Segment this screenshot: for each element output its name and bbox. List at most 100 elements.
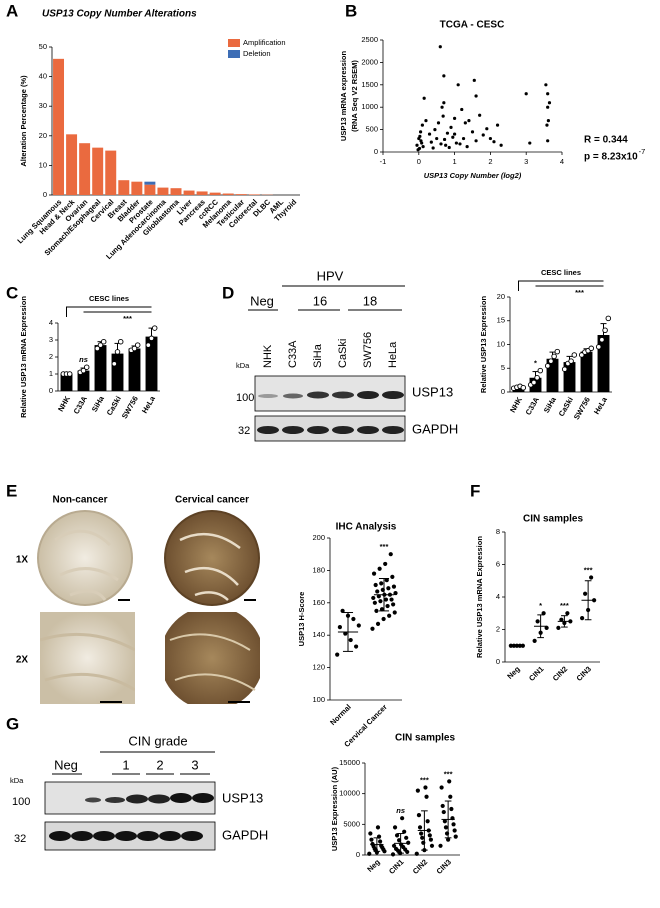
panel-letter: C <box>6 283 18 302</box>
blot-group: HPV <box>317 268 344 283</box>
x-tick-label: CIN3 <box>574 664 592 682</box>
data-point <box>571 352 578 358</box>
band <box>137 831 159 841</box>
y-tick-label: 0 <box>501 387 505 396</box>
data-point <box>588 345 595 352</box>
y-tick-label: 4 <box>49 318 53 327</box>
x-tick-label: 0 <box>417 157 421 166</box>
band <box>307 426 329 434</box>
y-tick-label: 160 <box>312 598 325 607</box>
panel-letter: D <box>222 283 234 302</box>
y-tick-label: 3 <box>49 335 53 344</box>
bar <box>105 150 117 195</box>
y-tick-label: 6 <box>496 559 500 568</box>
y-axis-label: (RNA Seq V2 RSEM) <box>350 60 359 132</box>
data-point <box>428 837 433 842</box>
x-tick-label: SiHa <box>542 395 559 415</box>
band <box>332 391 354 399</box>
y-axis-label: Relative USP13 mRNA Expression <box>19 296 28 418</box>
panel-letter: G <box>6 714 19 733</box>
data-point <box>371 595 376 601</box>
data-point <box>551 353 557 360</box>
data-point <box>378 839 383 844</box>
lane-label: 3 <box>191 757 198 772</box>
data-point <box>376 594 381 599</box>
band <box>105 797 125 803</box>
bar <box>79 143 91 195</box>
data-point <box>371 571 377 576</box>
data-point <box>453 116 457 120</box>
y-tick-label: 0 <box>374 147 378 156</box>
x-tick-label: 2 <box>488 157 492 166</box>
y-tick-label: 500 <box>365 125 378 134</box>
marker-label: 100 <box>12 796 30 808</box>
protein-label: GAPDH <box>412 421 458 436</box>
data-point <box>561 366 568 372</box>
row-label: 2X <box>16 655 29 666</box>
bar <box>209 192 221 195</box>
bar <box>92 147 104 195</box>
data-point <box>415 143 419 147</box>
bar <box>597 335 610 392</box>
data-point <box>556 625 561 630</box>
data-point <box>451 822 456 827</box>
bar <box>53 58 65 196</box>
bar <box>94 345 107 391</box>
data-point <box>419 139 423 143</box>
data-point <box>559 617 564 622</box>
data-point <box>393 846 399 851</box>
y-tick-label: 2500 <box>361 35 378 44</box>
bar <box>183 190 195 195</box>
band <box>357 391 379 399</box>
data-point <box>134 342 141 348</box>
data-point <box>436 121 441 125</box>
data-point <box>465 145 469 149</box>
protein-label: USP13 <box>222 790 263 805</box>
y-tick-label: 2 <box>496 624 500 633</box>
data-point <box>470 130 475 134</box>
lane-label: Neg <box>54 757 78 772</box>
data-point <box>481 133 485 137</box>
data-point <box>440 105 444 109</box>
data-point <box>425 819 430 824</box>
data-point <box>390 852 396 857</box>
blot-image <box>254 375 406 412</box>
data-point <box>546 139 550 143</box>
data-point <box>384 578 389 583</box>
data-point <box>438 843 443 848</box>
bar <box>512 387 525 392</box>
x-tick-label: NHK <box>56 394 72 413</box>
y-tick-label: 0 <box>43 190 47 199</box>
bar <box>546 358 559 392</box>
data-point <box>524 92 528 96</box>
bar <box>235 194 247 195</box>
panel-letter: A <box>6 1 18 20</box>
data-point <box>416 813 422 818</box>
bar <box>118 180 130 195</box>
data-point <box>449 806 454 812</box>
data-point <box>548 358 554 364</box>
x-tick-label: 4 <box>560 157 564 166</box>
y-tick-label: 120 <box>312 663 325 672</box>
data-point <box>417 825 423 830</box>
y-axis-label: USP13 mRNA expression <box>339 51 348 142</box>
data-point <box>447 779 452 784</box>
significance: *** <box>380 542 389 551</box>
significance: *** <box>420 776 429 785</box>
bar <box>145 336 158 391</box>
kda-label: kDa <box>236 361 250 370</box>
data-point <box>546 105 550 109</box>
data-point <box>441 114 445 118</box>
significance: * <box>534 359 537 368</box>
row-label: 1X <box>16 555 29 566</box>
band <box>332 426 354 434</box>
y-axis-label: Alteration Percentage (%) <box>19 75 28 167</box>
data-point <box>520 384 527 391</box>
band <box>192 793 214 803</box>
tissue-texture <box>179 532 241 601</box>
data-point <box>472 78 476 82</box>
data-point <box>337 625 342 630</box>
x-tick-label: CIN2 <box>551 664 569 682</box>
data-point <box>439 142 443 146</box>
bar <box>77 370 90 391</box>
